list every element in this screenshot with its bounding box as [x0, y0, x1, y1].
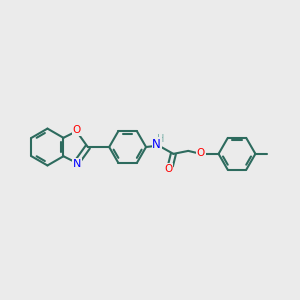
Text: N: N: [73, 159, 81, 169]
Text: O: O: [164, 164, 172, 174]
Text: O: O: [73, 125, 81, 135]
Text: O: O: [196, 148, 205, 158]
Text: H: H: [157, 134, 164, 144]
Text: N: N: [152, 138, 161, 151]
